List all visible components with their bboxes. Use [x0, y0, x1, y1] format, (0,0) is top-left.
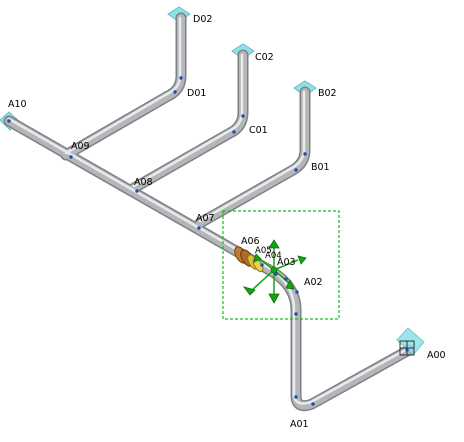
node-a03[interactable]: [284, 277, 288, 281]
pipe-segment-c[interactable]: [130, 51, 247, 192]
label-a01: A01: [290, 419, 309, 430]
label-c02: C02: [255, 52, 274, 63]
label-d01: D01: [187, 88, 206, 99]
pipe-segment-b[interactable]: [196, 88, 309, 227]
label-b01: B01: [311, 162, 330, 173]
node-a08[interactable]: [135, 189, 139, 193]
label-a02: A02: [304, 277, 323, 288]
node-a10[interactable]: [7, 119, 11, 123]
label-a04: A04: [265, 251, 282, 261]
node-b01b[interactable]: [294, 168, 298, 172]
node-a05[interactable]: [260, 263, 264, 267]
label-b02: B02: [318, 88, 337, 99]
flange-fitting[interactable]: [232, 245, 265, 274]
label-a05: A05: [255, 246, 272, 256]
label-a09: A09: [71, 141, 90, 152]
node-c01b[interactable]: [232, 130, 236, 134]
label-a10: A10: [8, 99, 27, 110]
node-a00[interactable]: [405, 348, 409, 352]
label-a00: A00: [427, 350, 446, 361]
node-a01b[interactable]: [311, 402, 315, 406]
label-d02: D02: [193, 14, 212, 25]
label-a03: A03: [277, 257, 296, 268]
label-a08: A08: [134, 177, 153, 188]
node-a07[interactable]: [197, 226, 201, 230]
pipe-segment-a[interactable]: [5, 117, 413, 410]
label-a07: A07: [196, 213, 215, 224]
node-d01b[interactable]: [173, 90, 177, 94]
node-a02[interactable]: [295, 290, 299, 294]
node-a01[interactable]: [294, 395, 298, 399]
label-c01: C01: [249, 125, 268, 136]
selection-box[interactable]: [222, 210, 340, 320]
pipe-segment-d[interactable]: [62, 14, 185, 159]
node-a02b[interactable]: [294, 312, 298, 316]
node-b01[interactable]: [303, 152, 307, 156]
node-d01[interactable]: [179, 76, 183, 80]
node-a04[interactable]: [274, 272, 278, 276]
node-a09[interactable]: [69, 155, 73, 159]
node-c01[interactable]: [241, 114, 245, 118]
move-gizmo-icon[interactable]: [242, 239, 307, 304]
label-a06: A06: [241, 236, 260, 247]
